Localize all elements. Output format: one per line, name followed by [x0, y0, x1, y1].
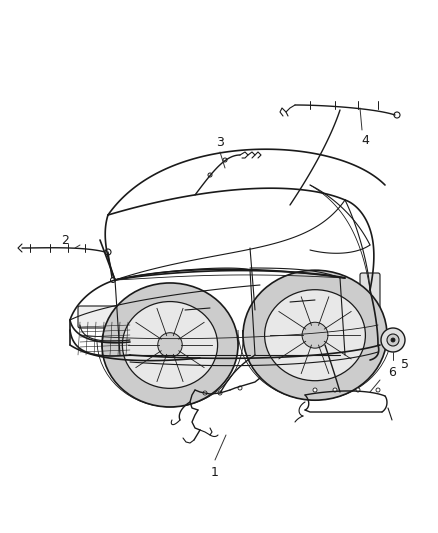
Circle shape: [394, 112, 400, 118]
Circle shape: [391, 338, 395, 342]
Circle shape: [313, 388, 317, 392]
FancyBboxPatch shape: [360, 273, 380, 327]
Circle shape: [203, 391, 207, 395]
Ellipse shape: [102, 283, 238, 407]
Circle shape: [218, 391, 222, 395]
Circle shape: [333, 388, 337, 392]
Circle shape: [223, 158, 227, 162]
Circle shape: [381, 328, 405, 352]
Circle shape: [238, 386, 242, 390]
Ellipse shape: [243, 270, 387, 400]
Text: 5: 5: [401, 359, 409, 372]
Text: 1: 1: [211, 466, 219, 480]
Circle shape: [387, 334, 399, 346]
Circle shape: [105, 249, 111, 255]
Text: 3: 3: [216, 136, 224, 149]
Circle shape: [158, 333, 182, 357]
Text: 4: 4: [361, 133, 369, 147]
Circle shape: [356, 388, 360, 392]
Text: 2: 2: [61, 233, 69, 246]
Ellipse shape: [265, 290, 365, 381]
Ellipse shape: [122, 302, 218, 389]
FancyBboxPatch shape: [78, 306, 130, 328]
Text: 6: 6: [388, 366, 396, 378]
Circle shape: [376, 388, 380, 392]
Circle shape: [302, 322, 328, 348]
Circle shape: [208, 173, 212, 177]
Circle shape: [110, 278, 116, 282]
